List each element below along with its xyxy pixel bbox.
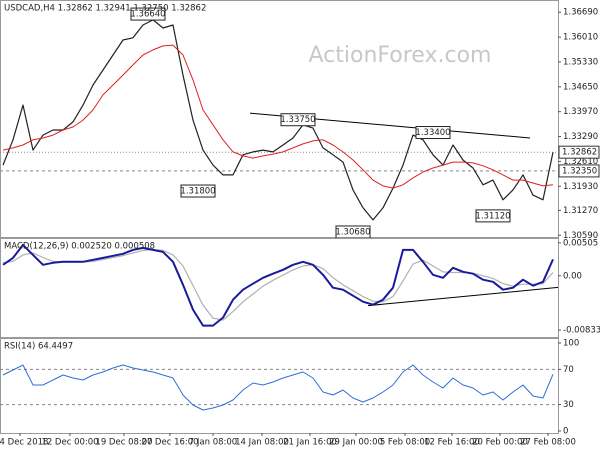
y-tick-label: 1.33290 xyxy=(563,132,598,142)
series-line xyxy=(2,249,554,321)
x-tick-label: 12 Dec 00:00 xyxy=(41,438,98,448)
x-tick-label: 27 Dec 16:00 xyxy=(141,438,198,448)
annotation-box xyxy=(415,126,451,140)
panel-frame xyxy=(0,238,559,338)
level-label-box xyxy=(558,164,600,178)
annotation-label: 1.31120 xyxy=(475,211,510,221)
y-tick-label: 1.33970 xyxy=(563,107,598,117)
series-line xyxy=(2,364,554,411)
x-tick-label: 12 Feb 16:00 xyxy=(424,438,480,448)
panel-header: USDCAD,H4 1.32862 1.32941 1.32750 1.3286… xyxy=(4,4,206,14)
x-tick-label: 19 Dec 08:00 xyxy=(95,438,152,448)
y-tick-label: 1.34650 xyxy=(563,82,598,92)
x-tick-label: 7 Jan 08:00 xyxy=(189,438,237,448)
y-tick-label: 0 xyxy=(563,427,568,437)
trendline xyxy=(367,286,559,307)
annotation-box xyxy=(280,113,316,127)
annotation-box xyxy=(180,184,216,198)
x-tick-label: 20 Feb 00:00 xyxy=(472,438,528,448)
annotation-box xyxy=(475,209,511,223)
annotation-label: 1.33400 xyxy=(415,128,450,138)
series-line xyxy=(2,44,554,189)
annotation-label: 1.31800 xyxy=(180,187,215,197)
y-tick-label: 0.00505 xyxy=(563,238,598,248)
panel-header: MACD(12,26,9) 0.002520 0.000508 xyxy=(4,242,155,252)
panel-frame xyxy=(0,338,559,434)
annotation-label: 1.33750 xyxy=(280,115,315,125)
level-label: 1.32350 xyxy=(562,166,597,176)
y-tick-label: 0.00 xyxy=(563,271,582,281)
annotation-label: 1.30680 xyxy=(335,227,370,237)
annotation-label: 1.36640 xyxy=(130,10,165,20)
x-tick-label: 4 Dec 2018 xyxy=(0,438,48,448)
x-tick-label: 21 Jan 16:00 xyxy=(283,438,337,448)
y-tick-label: 30 xyxy=(563,400,574,410)
y-tick-label: 1.31270 xyxy=(563,206,598,216)
level-label-box xyxy=(558,145,600,159)
y-tick-label: 100 xyxy=(563,339,579,349)
panel-header: RSI(14) 64.4497 xyxy=(4,342,73,352)
x-tick-label: 5 Feb 08:00 xyxy=(380,438,430,448)
y-tick-label: 1.36690 xyxy=(563,8,598,18)
series-line xyxy=(2,19,554,221)
y-tick-label: 1.35330 xyxy=(563,57,598,67)
y-tick-label: -0.008332 xyxy=(563,326,600,336)
annotation-box xyxy=(335,225,371,239)
y-tick-label: 1.36010 xyxy=(563,33,598,43)
x-tick-label: 27 Feb 08:00 xyxy=(520,438,576,448)
y-tick-label: 1.32610 xyxy=(563,157,598,167)
y-tick-label: 1.31930 xyxy=(563,182,598,192)
x-tick-label: 14 Jan 08:00 xyxy=(235,438,289,448)
series-line xyxy=(2,243,554,327)
watermark: ActionForex.com xyxy=(309,43,492,68)
y-tick-label: 70 xyxy=(563,365,574,375)
y-tick-label: 1.30590 xyxy=(563,231,598,241)
x-tick-label: 29 Jan 00:00 xyxy=(329,438,383,448)
panel-frame xyxy=(0,0,559,238)
level-label: 1.32862 xyxy=(562,148,597,158)
annotation-box xyxy=(130,7,166,21)
